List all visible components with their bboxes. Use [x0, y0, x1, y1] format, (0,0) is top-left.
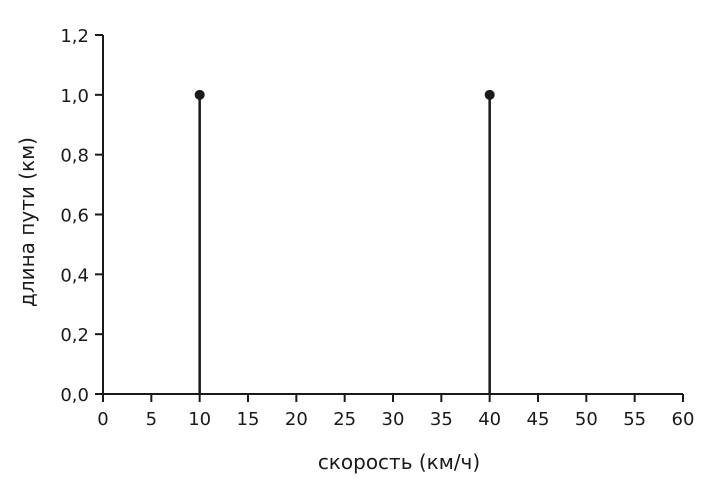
y-ticks: 0,0 0,2 0,4 0,6 0,8 1,0 1,2: [60, 26, 103, 406]
axes: [102, 35, 683, 395]
x-tick-label: 60: [672, 409, 695, 430]
x-tick-label: 35: [430, 409, 453, 430]
y-tick-label: 0,0: [60, 385, 89, 406]
y-tick-label: 0,6: [60, 206, 89, 227]
x-tick-label: 40: [478, 409, 501, 430]
x-tick-label: 15: [237, 409, 260, 430]
x-tick-label: 25: [333, 409, 356, 430]
y-tick-label: 0,4: [60, 265, 89, 286]
x-tick-label: 0: [97, 409, 108, 430]
x-axis-title: скорость (км/ч): [318, 450, 480, 474]
stem-marker: [194, 89, 205, 100]
y-axis-title: длина пути (км): [15, 137, 39, 307]
y-tick-label: 1,2: [60, 26, 89, 47]
y-tick-label: 0,2: [60, 325, 89, 346]
data-stems: [194, 89, 495, 394]
x-tick-label: 30: [382, 409, 405, 430]
y-tick-label: 0,8: [60, 146, 89, 167]
y-tick-label: 1,0: [60, 86, 89, 107]
stem-marker: [484, 89, 495, 100]
x-tick-label: 10: [188, 409, 211, 430]
x-tick-label: 45: [527, 409, 550, 430]
x-tick-label: 20: [285, 409, 308, 430]
x-tick-label: 5: [146, 409, 157, 430]
x-ticks: 0 5 10 15 20 25 30 35 40 45 50 55 60: [97, 394, 694, 430]
x-tick-label: 55: [623, 409, 646, 430]
x-tick-label: 50: [575, 409, 598, 430]
